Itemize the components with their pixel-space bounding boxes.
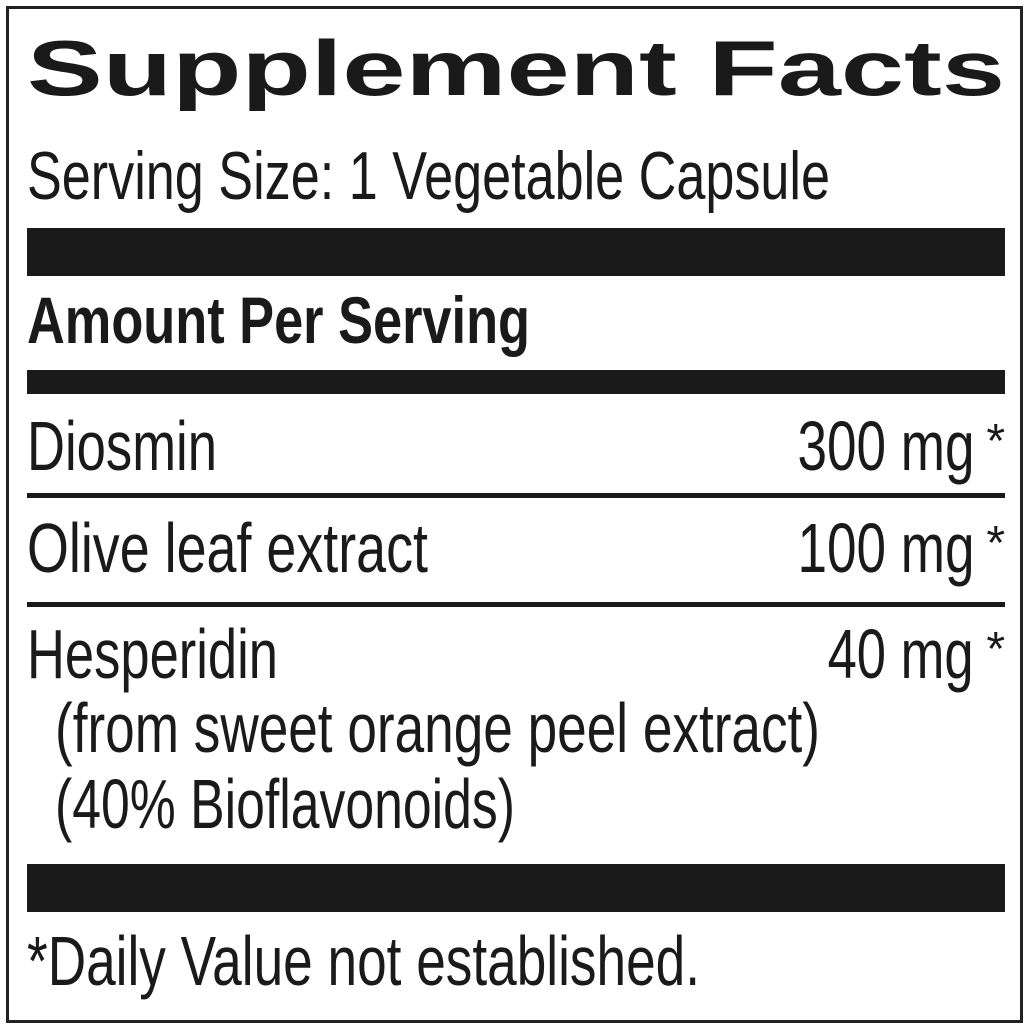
ingredient-name: Hesperidin: [27, 615, 278, 693]
ingredient-name: Diosmin: [27, 407, 217, 485]
ingredient-amount: 300 mg: [797, 407, 974, 485]
footnote: *Daily Value not established.: [27, 922, 700, 1000]
asterisk: *: [986, 517, 1005, 570]
asterisk: *: [986, 415, 1005, 468]
label-title: Supplement Facts: [27, 24, 1005, 112]
thick-divider: [27, 228, 1005, 276]
amount-per-serving-header: Amount Per Serving: [27, 283, 530, 357]
asterisk: *: [986, 623, 1005, 676]
serving-size: Serving Size: 1 Vegetable Capsule: [27, 138, 830, 214]
ingredient-amount: 40 mg: [828, 615, 974, 693]
thin-divider: [27, 602, 1005, 607]
ingredient-name: Olive leaf extract: [27, 509, 428, 587]
medium-divider: [27, 370, 1005, 394]
thin-divider: [27, 493, 1005, 498]
ingredient-note: (40% Bioflavonoids): [55, 765, 515, 843]
ingredient-note: (from sweet orange peel extract): [55, 689, 820, 767]
ingredient-amount: 100 mg: [797, 509, 974, 587]
thick-divider: [27, 864, 1005, 912]
label-border: [6, 6, 1023, 1023]
